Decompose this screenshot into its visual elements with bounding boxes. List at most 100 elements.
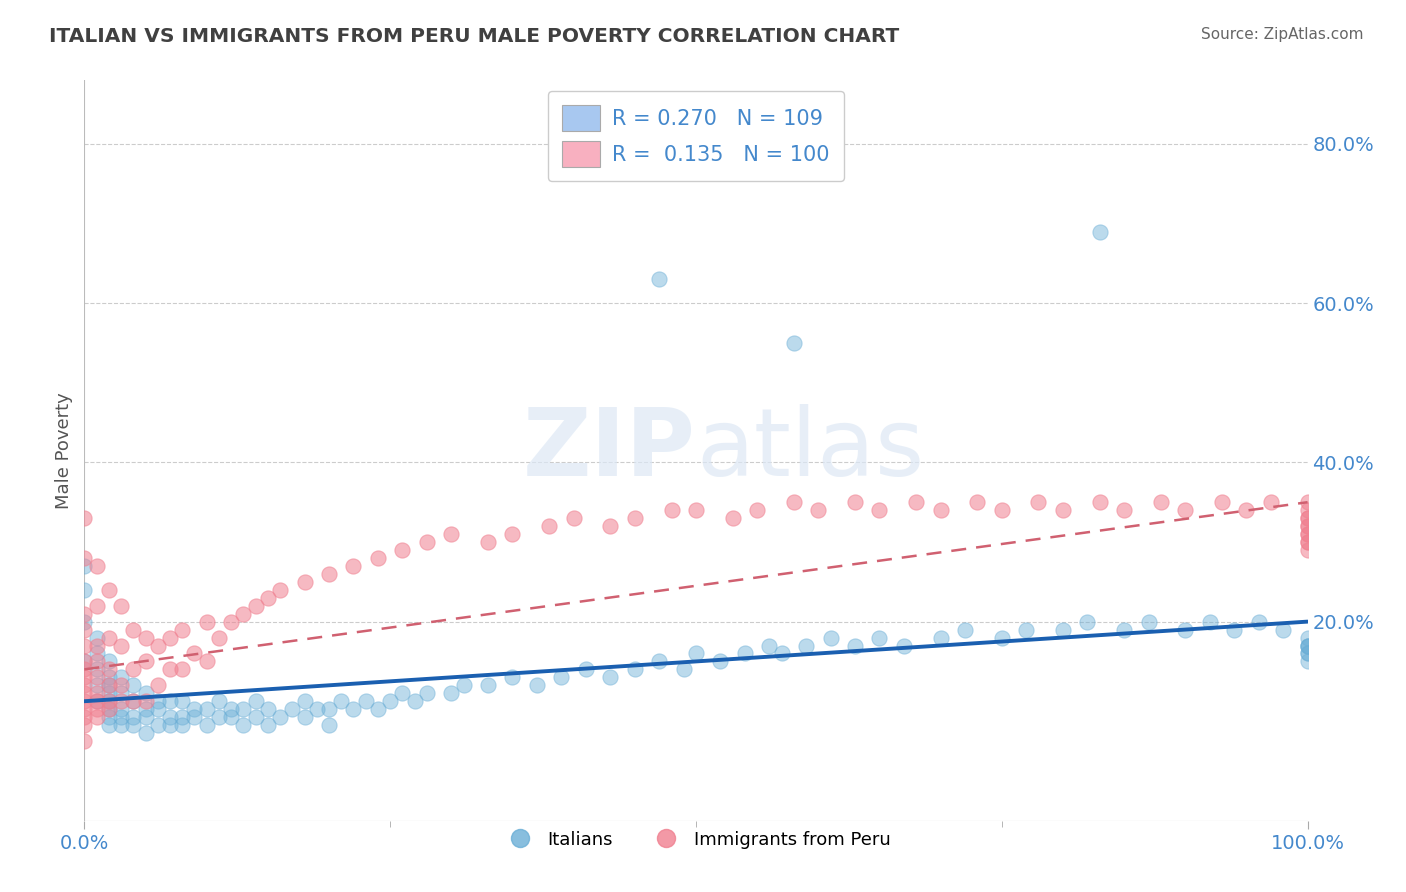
Point	[146, 702, 169, 716]
Point	[86, 662, 108, 676]
Point	[599, 670, 621, 684]
Point	[73, 623, 96, 637]
Point	[159, 718, 181, 732]
Point	[219, 710, 242, 724]
Point	[1052, 623, 1074, 637]
Point	[893, 639, 915, 653]
Point	[905, 495, 928, 509]
Point	[966, 495, 988, 509]
Point	[172, 710, 194, 724]
Point	[1211, 495, 1233, 509]
Point	[245, 599, 267, 613]
Point	[73, 607, 96, 621]
Point	[232, 702, 254, 716]
Point	[440, 686, 463, 700]
Point	[820, 631, 842, 645]
Point	[172, 718, 194, 732]
Point	[73, 718, 96, 732]
Point	[86, 639, 108, 653]
Point	[159, 710, 181, 724]
Point	[86, 647, 108, 661]
Point	[172, 694, 194, 708]
Point	[672, 662, 695, 676]
Point	[135, 631, 157, 645]
Point	[269, 710, 291, 724]
Point	[783, 495, 806, 509]
Point	[208, 631, 231, 645]
Point	[502, 527, 524, 541]
Point	[1296, 655, 1319, 669]
Point	[1296, 527, 1319, 541]
Point	[1260, 495, 1282, 509]
Point	[758, 639, 780, 653]
Point	[685, 647, 707, 661]
Point	[110, 686, 132, 700]
Point	[135, 702, 157, 716]
Point	[380, 694, 402, 708]
Point	[110, 678, 132, 692]
Point	[73, 582, 96, 597]
Point	[110, 694, 132, 708]
Point	[416, 686, 439, 700]
Point	[195, 615, 218, 629]
Point	[342, 558, 364, 573]
Text: ZIP: ZIP	[523, 404, 696, 497]
Point	[294, 710, 316, 724]
Point	[86, 694, 108, 708]
Point	[294, 694, 316, 708]
Point	[232, 607, 254, 621]
Point	[562, 511, 585, 525]
Point	[257, 718, 280, 732]
Point	[146, 639, 169, 653]
Point	[929, 631, 952, 645]
Point	[367, 550, 389, 565]
Point	[1296, 535, 1319, 549]
Point	[183, 702, 205, 716]
Point	[73, 550, 96, 565]
Point	[783, 336, 806, 351]
Point	[245, 694, 267, 708]
Point	[73, 662, 96, 676]
Point	[440, 527, 463, 541]
Point	[97, 686, 120, 700]
Point	[110, 639, 132, 653]
Point	[219, 615, 242, 629]
Point	[330, 694, 353, 708]
Point	[122, 694, 145, 708]
Point	[416, 535, 439, 549]
Point	[208, 694, 231, 708]
Point	[110, 670, 132, 684]
Point	[661, 503, 683, 517]
Point	[1247, 615, 1270, 629]
Point	[122, 718, 145, 732]
Point	[770, 647, 793, 661]
Point	[342, 702, 364, 716]
Point	[73, 678, 96, 692]
Point	[1174, 623, 1197, 637]
Point	[219, 702, 242, 716]
Point	[1236, 503, 1258, 517]
Point	[73, 615, 96, 629]
Point	[135, 694, 157, 708]
Point	[734, 647, 756, 661]
Point	[135, 710, 157, 724]
Point	[73, 686, 96, 700]
Point	[245, 710, 267, 724]
Point	[97, 702, 120, 716]
Point	[305, 702, 328, 716]
Point	[73, 655, 96, 669]
Point	[97, 662, 120, 676]
Point	[86, 678, 108, 692]
Point	[648, 655, 671, 669]
Point	[1114, 623, 1136, 637]
Point	[869, 503, 891, 517]
Point	[991, 631, 1014, 645]
Point	[599, 519, 621, 533]
Point	[97, 631, 120, 645]
Point	[1296, 511, 1319, 525]
Point	[135, 686, 157, 700]
Point	[502, 670, 524, 684]
Point	[1296, 639, 1319, 653]
Point	[648, 272, 671, 286]
Point	[73, 694, 96, 708]
